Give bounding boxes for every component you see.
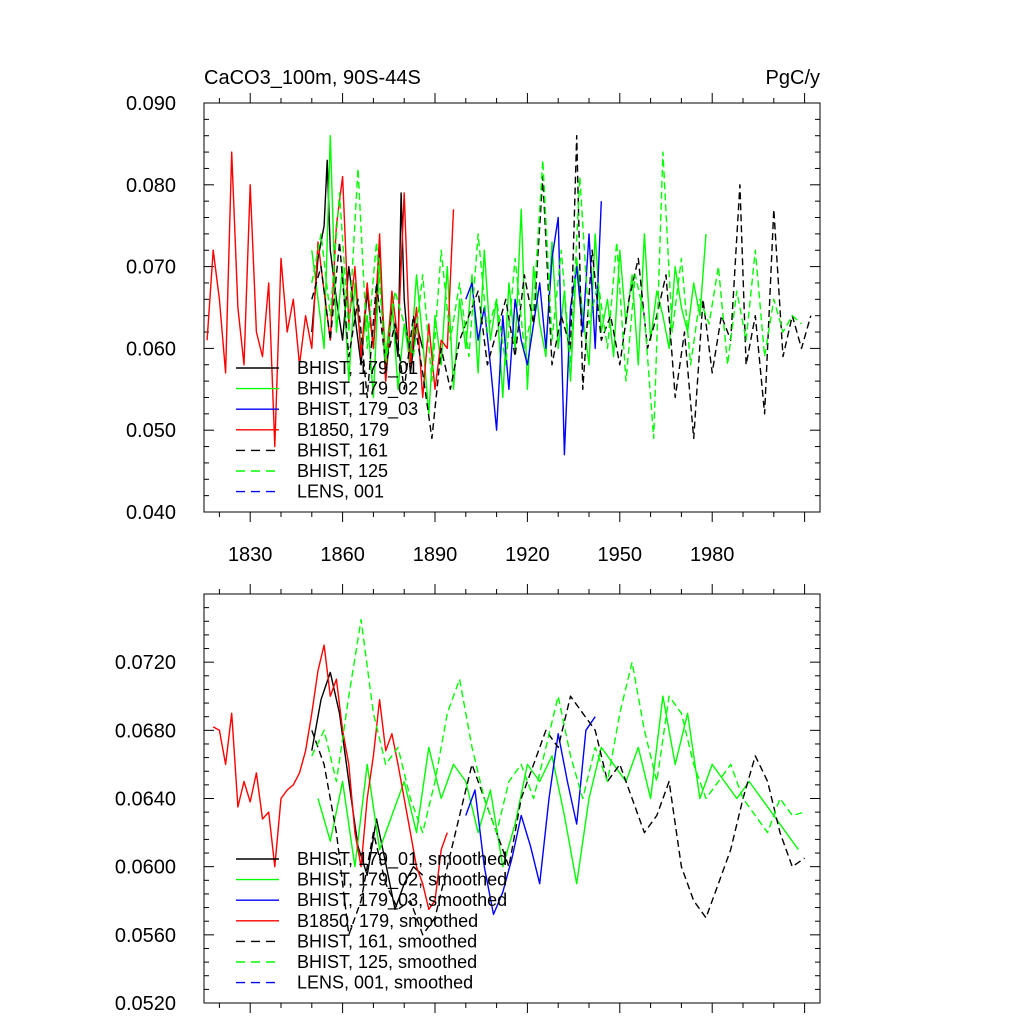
top-title-right: PgC/y [766, 67, 820, 89]
bottom-legend-label: B1850, 179, smoothed [297, 911, 478, 931]
top-ytick-label: 0.080 [126, 175, 176, 197]
top-ytick-label: 0.040 [126, 502, 176, 524]
bottom-series-line [311, 618, 805, 834]
top-xtick-label: 1830 [228, 544, 273, 566]
top-legend-label: BHIST, 179_01 [297, 358, 418, 379]
top-legend-label: BHIST, 179_03 [297, 399, 418, 420]
bottom-legend-label: BHIST, 161, smoothed [297, 931, 477, 951]
top-title-left: CaCO3_100m, 90S-44S [204, 67, 421, 89]
bottom-legend-label: LENS, 001, smoothed [297, 973, 473, 993]
top-series-group [206, 134, 812, 456]
bottom-ytick-label: 0.0720 [115, 652, 176, 674]
top-ytick-label: 0.090 [126, 93, 176, 115]
bottom-legend-label: BHIST, 179_03, smoothed [297, 890, 507, 911]
top-legend-label: LENS, 001 [297, 482, 384, 502]
top-ytick-label: 0.070 [126, 257, 176, 279]
top-xtick-label: 1950 [598, 544, 643, 566]
top-ytick-label: 0.050 [126, 420, 176, 442]
bottom-series-line [311, 695, 806, 936]
top-series-line [311, 151, 802, 440]
bottom-legend-label: BHIST, 179_01, smoothed [297, 849, 507, 870]
top-series-line [311, 134, 812, 440]
bottom-series-line [317, 695, 799, 885]
bottom-series-line [311, 671, 424, 910]
bottom-panel: 0.0520 0.0560 0.0600 0.0640 0.0680 0.0720 BHIS… [115, 584, 821, 1015]
bottom-series-line [465, 716, 596, 916]
top-panel: CaCO3_100m, 90S-44S PgC/y 0.040 0.050 0.06… [126, 67, 821, 566]
bottom-ytick-label: 0.0520 [115, 993, 176, 1015]
top-series-line [206, 151, 455, 448]
top-ytick-label: 0.060 [126, 338, 176, 360]
top-series-line [465, 201, 602, 456]
bottom-ytick-label: 0.0680 [115, 720, 176, 742]
bottom-ytick-label: 0.0640 [115, 789, 176, 811]
top-legend-label: BHIST, 161 [297, 440, 388, 460]
top-plot-frame [203, 102, 821, 513]
bottom-ytick-label: 0.0560 [115, 925, 176, 947]
top-xtick-label: 1920 [505, 544, 550, 566]
bottom-series-line [212, 644, 448, 910]
top-legend-label: BHIST, 179_02 [297, 379, 418, 400]
top-xtick-label: 1860 [320, 544, 365, 566]
top-legend-label: BHIST, 125 [297, 461, 388, 481]
top-series-line [311, 134, 707, 415]
bottom-ytick-label: 0.0600 [115, 857, 176, 879]
top-xtick-label: 1980 [690, 544, 735, 566]
bottom-series-group [212, 618, 806, 936]
top-legend-label: B1850, 179 [297, 420, 389, 440]
bottom-legend-label: BHIST, 125, smoothed [297, 952, 477, 972]
bottom-legend-label: BHIST, 179_02, smoothed [297, 870, 507, 891]
top-xtick-label: 1890 [413, 544, 458, 566]
